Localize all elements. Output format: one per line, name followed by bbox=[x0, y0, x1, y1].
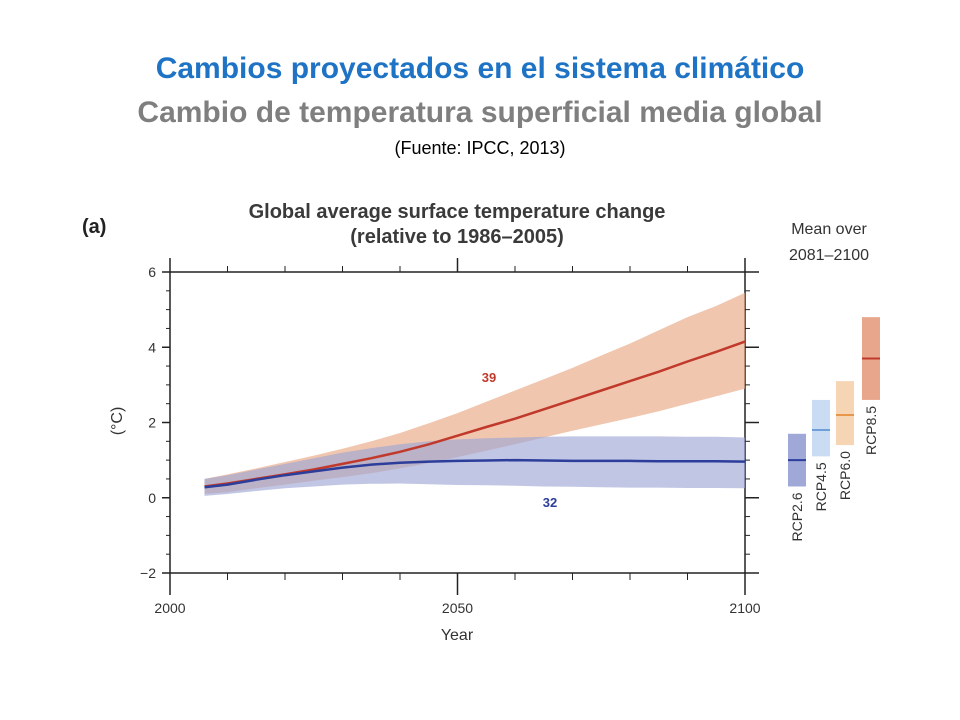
y-tick-label: 0 bbox=[148, 490, 156, 506]
x-tick-label: 2100 bbox=[729, 600, 760, 616]
x-tick-label: 2050 bbox=[442, 600, 473, 616]
rcp26-bar-label: RCP2.6 bbox=[789, 492, 805, 541]
mean-panel-title-line1: Mean over bbox=[791, 221, 867, 238]
chart-title-line1: Global average surface temperature chang… bbox=[249, 201, 666, 223]
y-tick-label: −2 bbox=[140, 565, 156, 581]
y-axis-label: (°C) bbox=[109, 407, 126, 436]
rcp45-range-bar bbox=[812, 399, 830, 457]
rcp26-uncertainty-band bbox=[204, 436, 745, 496]
rcp85-bar-label: RCP8.5 bbox=[863, 406, 879, 455]
y-tick-label: 4 bbox=[148, 339, 156, 355]
x-tick-label: 2000 bbox=[154, 600, 185, 616]
rcp60-range-bar bbox=[836, 381, 854, 446]
slide-subtitle: Cambio de temperatura superficial media … bbox=[137, 96, 823, 129]
rcp45-bar-label: RCP4.5 bbox=[813, 462, 829, 511]
rcp85-model-count: 39 bbox=[482, 370, 496, 385]
y-tick-label: 2 bbox=[148, 415, 156, 431]
slide-title: Cambios proyectados en el sistema climát… bbox=[155, 52, 805, 85]
rcp26-model-count: 32 bbox=[543, 495, 557, 510]
rcp26-mean-line bbox=[204, 458, 746, 489]
rcp60-bar-label: RCP6.0 bbox=[837, 451, 853, 500]
slide-source: (Fuente: IPCC, 2013) bbox=[394, 138, 566, 158]
chart-title-line2: (relative to 1986–2005) bbox=[350, 226, 563, 248]
x-axis-label: Year bbox=[441, 627, 474, 644]
panel-label: (a) bbox=[82, 216, 106, 238]
y-tick-label: 6 bbox=[148, 264, 156, 280]
mean-panel-title-line2: 2081–2100 bbox=[789, 247, 869, 264]
